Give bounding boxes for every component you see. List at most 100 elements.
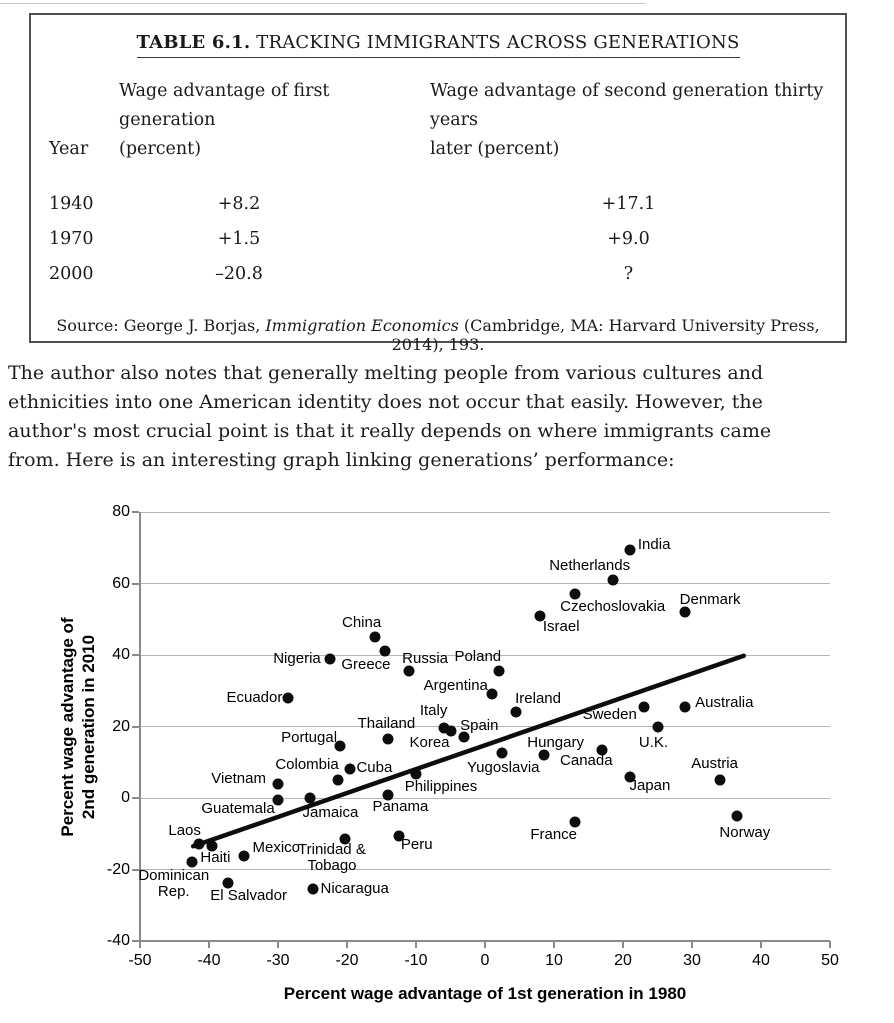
y-axis-line bbox=[139, 512, 141, 941]
data-point bbox=[272, 794, 284, 806]
table-body: 1940 +8.2 +17.1 1970 +1.5 +9.0 2000 –20.… bbox=[31, 186, 845, 291]
source-book-title: Immigration Economics bbox=[265, 316, 459, 335]
page-top-rule bbox=[0, 3, 646, 4]
data-point-label: Nicaragua bbox=[320, 880, 389, 898]
cell-year: 1970 bbox=[49, 228, 94, 249]
trend-line bbox=[190, 653, 746, 849]
y-tick-60 bbox=[132, 582, 139, 585]
data-point-label: Vietnam bbox=[211, 769, 266, 787]
data-point bbox=[403, 665, 415, 677]
x-tick-label: 20 bbox=[614, 952, 632, 969]
y-tick-label: -40 bbox=[106, 932, 130, 949]
data-point-label: Italy bbox=[419, 702, 448, 720]
cell-first-gen: +8.2 bbox=[217, 193, 261, 214]
x-tick--10 bbox=[415, 941, 417, 948]
data-point bbox=[679, 701, 691, 713]
data-point-label: Mexico bbox=[252, 839, 301, 857]
y-tick-label: 0 bbox=[121, 789, 130, 806]
data-point-label: Poland bbox=[454, 648, 502, 666]
data-point bbox=[569, 816, 581, 828]
data-point bbox=[193, 838, 205, 850]
x-tick-label: -10 bbox=[404, 952, 428, 969]
x-tick-30 bbox=[691, 941, 693, 948]
data-point bbox=[282, 692, 294, 704]
cell-first-gen: +1.5 bbox=[217, 228, 261, 249]
table-header-first-gen: Wage advantage of first generation (perc… bbox=[119, 81, 330, 159]
table-row: 1970 +1.5 +9.0 bbox=[31, 221, 845, 256]
data-point-label: Jamaica bbox=[302, 804, 359, 821]
data-point-label: India bbox=[637, 535, 671, 553]
data-point-label: U.K. bbox=[638, 733, 669, 751]
x-tick-label: 10 bbox=[545, 952, 563, 969]
table-title-number: TABLE 6.1. bbox=[136, 32, 251, 53]
data-point bbox=[496, 747, 508, 759]
y-tick--20 bbox=[132, 868, 139, 871]
data-point-label: Hungary bbox=[527, 734, 584, 752]
data-point-label: Greece bbox=[341, 656, 391, 674]
data-point bbox=[493, 665, 505, 677]
data-point-label: China bbox=[341, 614, 382, 632]
data-point bbox=[624, 544, 636, 556]
data-point bbox=[486, 688, 498, 700]
data-point-label: Panama bbox=[372, 798, 429, 816]
table-row: 1940 +8.2 +17.1 bbox=[31, 186, 845, 221]
trend-line-layer bbox=[190, 653, 746, 849]
data-point-label: Colombia bbox=[275, 756, 339, 774]
data-point-label: Denmark bbox=[679, 591, 741, 609]
data-point bbox=[458, 731, 470, 743]
cell-second-gen: +9.0 bbox=[607, 228, 650, 249]
x-tick-label: -20 bbox=[335, 952, 359, 969]
data-point-label: Canada bbox=[560, 751, 613, 769]
data-point bbox=[652, 721, 663, 732]
x-tick-label: 0 bbox=[480, 952, 490, 969]
table-title: TABLE 6.1. TRACKING IMMIGRANTS ACROSS GE… bbox=[31, 32, 845, 58]
x-tick-20 bbox=[622, 941, 624, 948]
y-tick--40 bbox=[132, 940, 139, 942]
gridline-y-20 bbox=[140, 726, 830, 727]
data-point-label: Netherlands bbox=[549, 556, 631, 574]
data-point-label: Laos bbox=[168, 822, 201, 840]
data-point bbox=[438, 722, 450, 734]
data-point bbox=[538, 749, 550, 761]
y-tick-20 bbox=[132, 725, 139, 728]
y-tick-label: 40 bbox=[112, 646, 130, 663]
data-point-label: Nigeria bbox=[273, 649, 321, 667]
x-axis-title: Percent wage advantage of 1st generation… bbox=[283, 984, 687, 1003]
data-point bbox=[714, 774, 726, 786]
data-point-label: Ecuador bbox=[226, 688, 283, 706]
gridline-y-40 bbox=[140, 654, 830, 656]
data-point-label: Australia bbox=[695, 693, 754, 711]
data-point-label: Trinidad & Tobago bbox=[298, 841, 366, 875]
data-point bbox=[339, 833, 351, 845]
data-point-label: Sweden bbox=[582, 705, 637, 723]
y-tick-label: -20 bbox=[106, 860, 130, 878]
data-point bbox=[510, 706, 522, 718]
body-paragraph: The author also notes that generally mel… bbox=[8, 362, 772, 471]
x-tick-label: 40 bbox=[752, 952, 770, 969]
data-point-label: France bbox=[530, 826, 578, 844]
y-tick-label: 80 bbox=[112, 503, 130, 520]
gridline-y-0 bbox=[140, 797, 830, 799]
y-axis-title: Percent wage advantage of 2nd generation… bbox=[58, 616, 98, 837]
data-point-label: Haiti bbox=[200, 849, 231, 867]
data-point bbox=[307, 883, 318, 895]
x-tick--40 bbox=[208, 941, 210, 948]
data-point bbox=[393, 830, 405, 842]
data-point bbox=[369, 631, 381, 643]
x-tick-label: -30 bbox=[266, 952, 290, 969]
data-point bbox=[731, 810, 743, 822]
data-point-label: Philippines bbox=[404, 777, 478, 795]
data-point bbox=[534, 610, 546, 622]
table-header-year: Year bbox=[49, 139, 89, 159]
data-point-label: Portugal bbox=[281, 729, 338, 747]
data-point-label: Ireland bbox=[515, 690, 561, 708]
cell-second-gen: ? bbox=[623, 263, 634, 284]
data-point-label: Thailand bbox=[357, 715, 416, 732]
immigrants-table: TABLE 6.1. TRACKING IMMIGRANTS ACROSS GE… bbox=[29, 13, 847, 354]
x-tick-label: 30 bbox=[683, 952, 701, 969]
data-point bbox=[382, 789, 394, 801]
data-point-label: Argentina bbox=[423, 677, 488, 695]
x-tick-label: -50 bbox=[128, 952, 152, 969]
data-point bbox=[569, 588, 581, 600]
x-tick--20 bbox=[346, 941, 348, 948]
